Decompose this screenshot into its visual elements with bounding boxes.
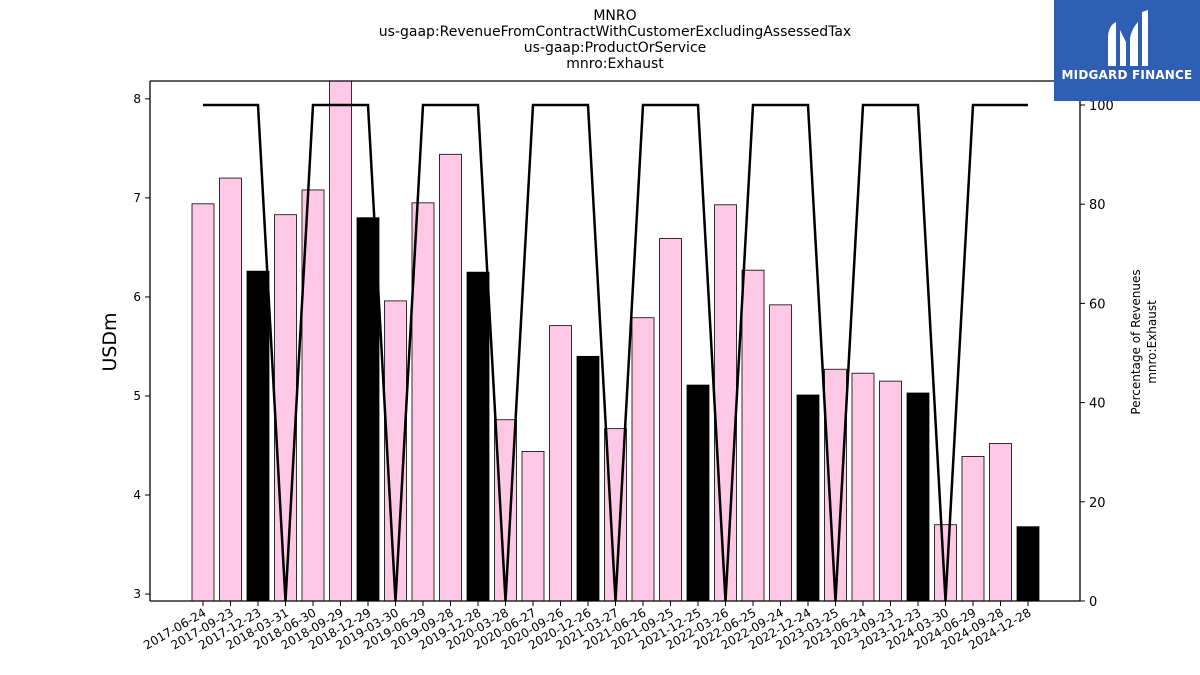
y-axis-label-left: USDm — [99, 312, 121, 371]
chart-title-line-2: us-gaap:RevenueFromContractWithCustomerE… — [379, 24, 851, 40]
left-tick-label: 8 — [133, 92, 141, 106]
brand-logo: MIDGARD FINANCE — [1054, 0, 1200, 101]
left-tick-label: 5 — [133, 389, 141, 403]
right-tick-label: 60 — [1089, 297, 1106, 312]
x-axis-ticks: 2017-06-242017-09-232017-12-232018-03-31… — [141, 601, 1034, 652]
left-tick-label: 4 — [133, 488, 141, 502]
left-axis-ticks: 3 4 5 6 7 8 — [133, 92, 150, 601]
chart-title-line-1: MNRO — [593, 8, 636, 24]
bar — [714, 204, 737, 601]
bar — [769, 304, 792, 601]
bar — [851, 372, 875, 601]
right-tick-label: 100 — [1089, 99, 1114, 114]
bar-series — [191, 81, 1040, 601]
left-tick-label: 6 — [133, 290, 141, 304]
chart-title-line-3: us-gaap:ProductOrService — [524, 40, 707, 56]
bar — [741, 269, 765, 601]
logo-text: MIDGARD FINANCE — [1061, 68, 1193, 82]
y-axis-label-right-line-2: mnro:Exhaust — [1145, 300, 1159, 384]
chart-title: MNRO us-gaap:RevenueFromContractWithCust… — [379, 8, 851, 72]
bar — [824, 368, 847, 601]
right-tick-label: 0 — [1089, 595, 1097, 610]
right-tick-label: 20 — [1089, 496, 1106, 511]
bar — [1016, 526, 1040, 601]
bar — [686, 384, 710, 601]
y-axis-label-right-line-1: Percentage of Revenues — [1129, 269, 1143, 414]
bar — [521, 451, 545, 601]
chart-title-line-4: mnro:Exhaust — [566, 56, 664, 72]
bar — [329, 81, 352, 601]
bar — [879, 380, 902, 601]
left-tick-label: 3 — [133, 587, 141, 601]
right-tick-label: 40 — [1089, 397, 1106, 412]
bar — [494, 419, 517, 601]
bar — [384, 300, 407, 601]
bar — [274, 214, 297, 601]
bar — [934, 524, 957, 601]
bar — [356, 217, 380, 601]
bar — [549, 325, 572, 601]
bar — [439, 153, 462, 601]
bar — [631, 317, 655, 601]
bar — [796, 394, 820, 601]
bar — [576, 355, 600, 601]
bar — [906, 392, 930, 601]
bar — [219, 177, 242, 601]
bar — [191, 203, 215, 601]
bar — [246, 270, 270, 601]
right-tick-label: 80 — [1089, 198, 1106, 213]
left-tick-label: 7 — [133, 191, 141, 205]
bar — [466, 271, 490, 601]
bar — [961, 455, 985, 601]
right-axis-ticks: 0 20 40 60 80 100 — [1080, 99, 1114, 610]
bar — [659, 238, 682, 601]
bar — [989, 443, 1012, 601]
logo-mark-icon — [1108, 10, 1148, 66]
